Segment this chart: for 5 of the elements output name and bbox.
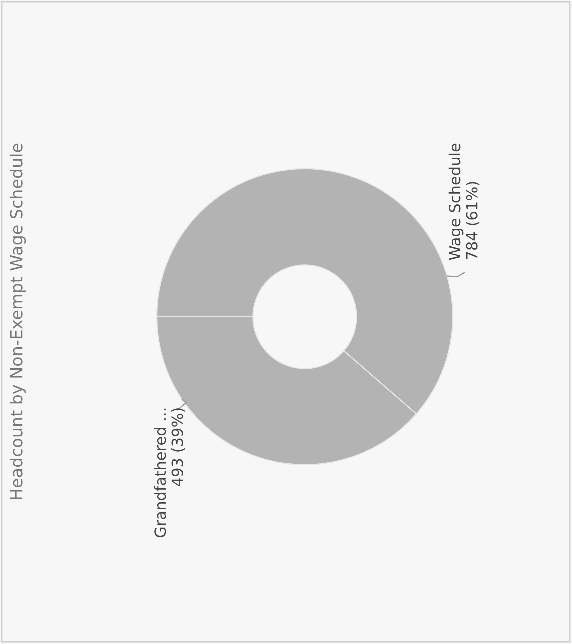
data-label: 784 (61%) [466,182,480,260]
data-label: 493 (39%) [172,408,186,486]
slice-label: Wage Schedule [448,144,464,260]
text: Headcount by Non-Exempt Wage Schedule [10,144,26,500]
slice-label: Grandfathered ... [154,408,166,538]
